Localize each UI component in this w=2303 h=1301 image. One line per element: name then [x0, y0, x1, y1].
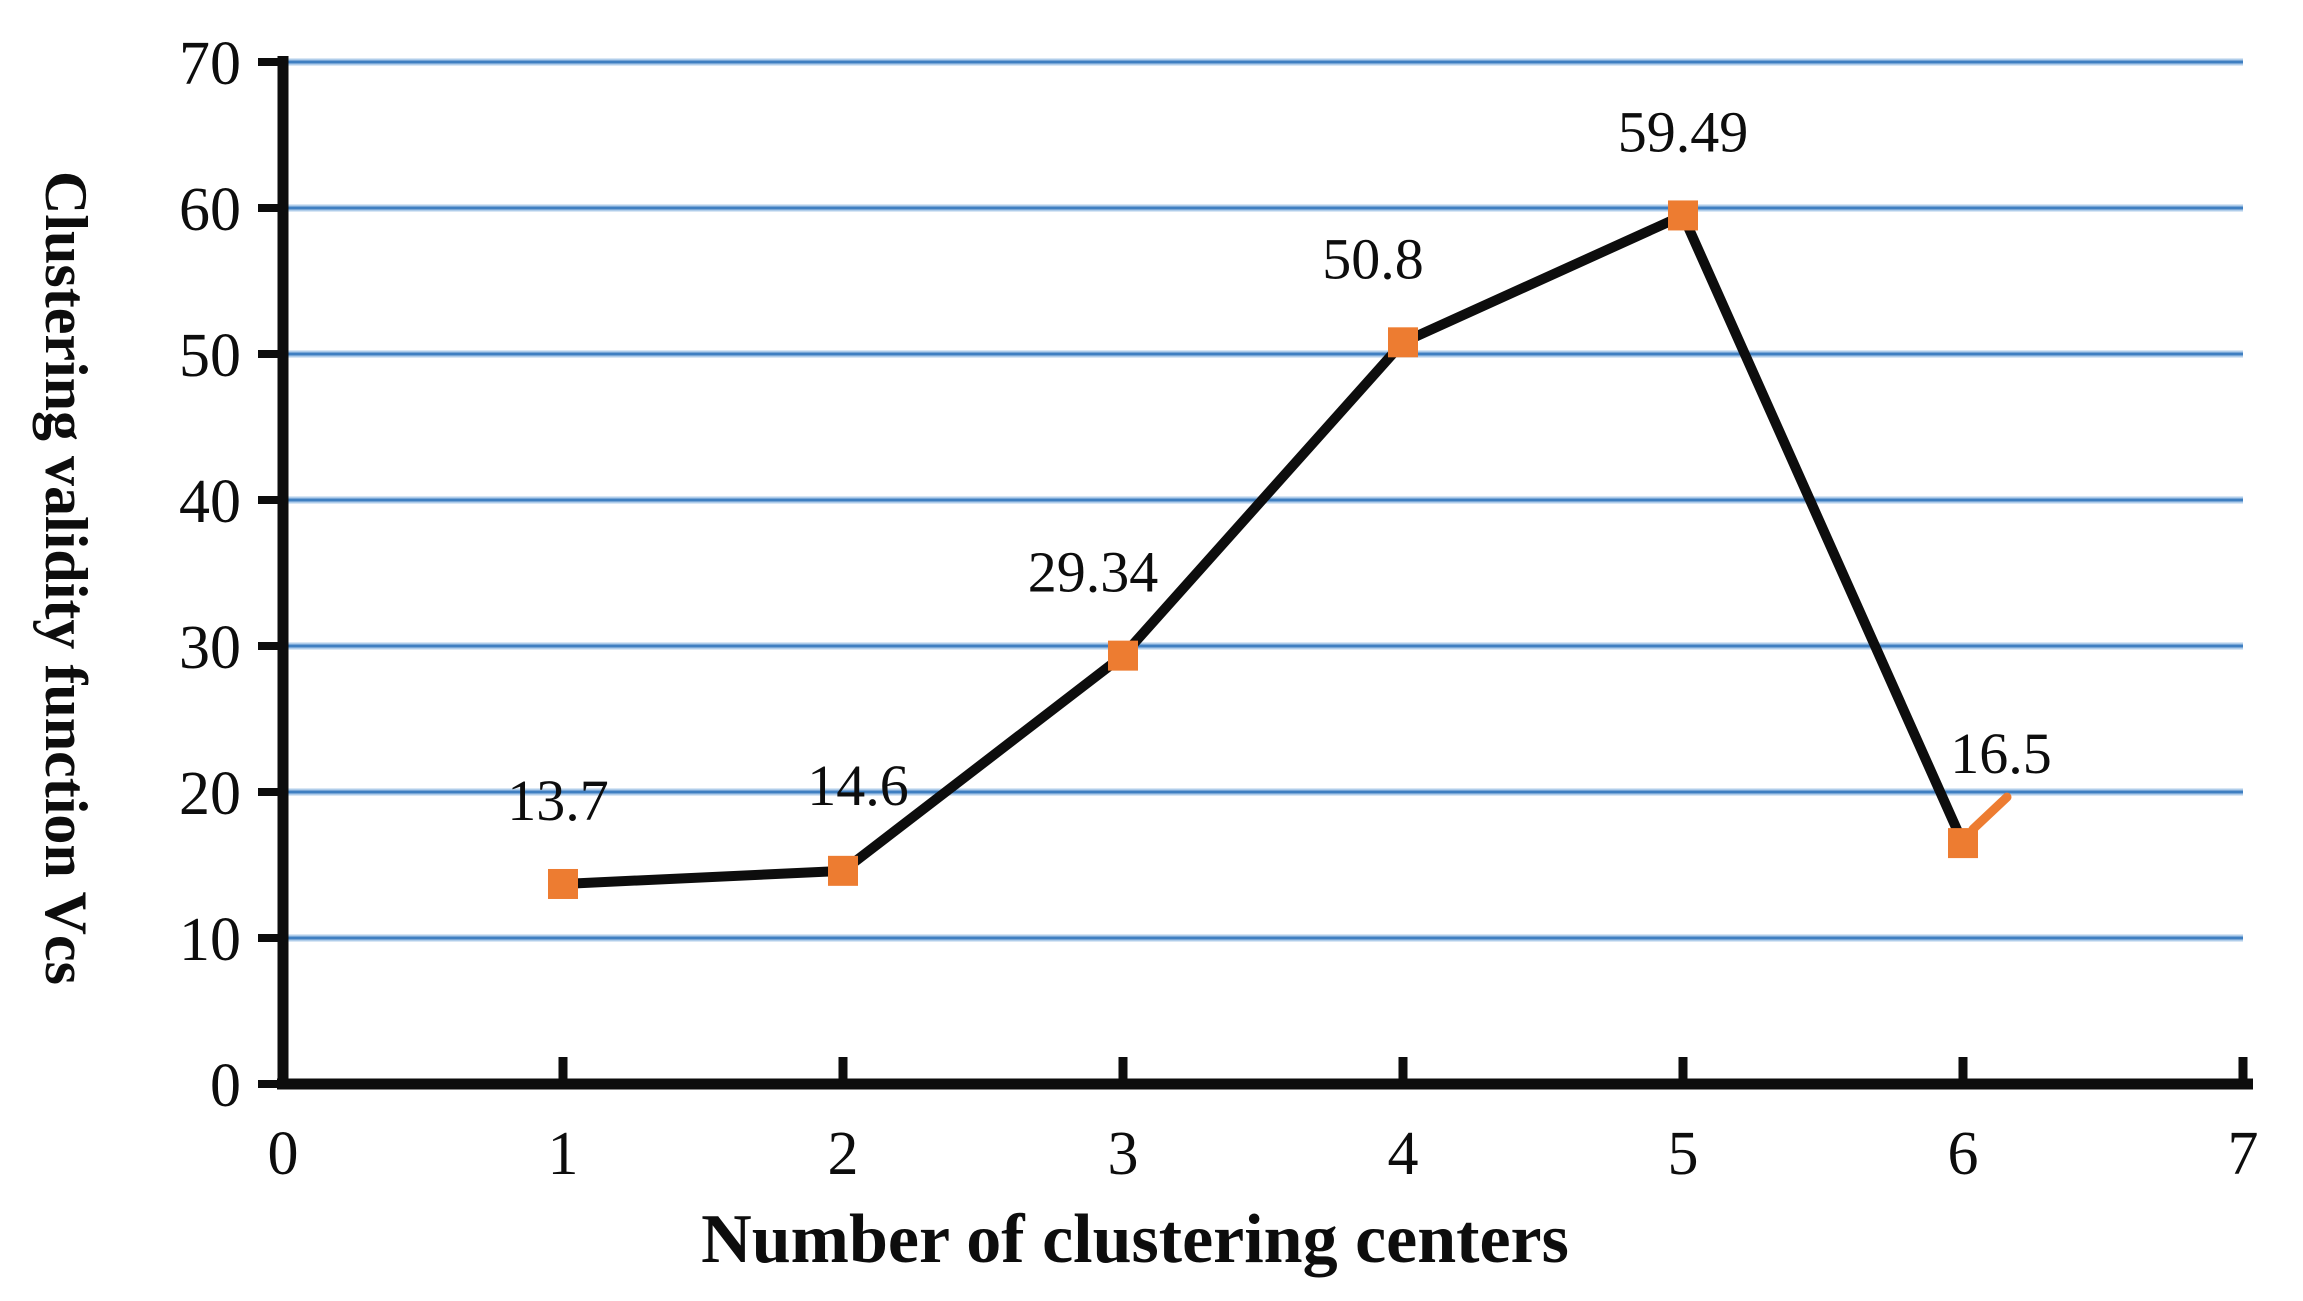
data-point-label: 13.7: [507, 768, 609, 833]
y-tick-label: 60: [179, 176, 241, 244]
axes-layer: [277, 56, 2253, 1090]
y-tick-label: 50: [179, 322, 241, 390]
data-point-label: 59.49: [1618, 99, 1749, 164]
data-point-label: 16.5: [1950, 721, 2052, 786]
x-tick-label: 4: [1388, 1120, 1419, 1188]
marker-accent-tick: [1968, 792, 2012, 834]
data-point-label: 50.8: [1322, 226, 1424, 291]
data-point-marker: [1948, 828, 1978, 859]
series-layer: [548, 200, 2012, 899]
x-tick-label: 1: [548, 1120, 579, 1188]
y-axis-title: Clustering validity function Vcs: [33, 171, 99, 985]
data-point-marker: [1388, 327, 1418, 358]
y-tick-label: 20: [179, 760, 241, 828]
x-tick-label: 3: [1108, 1120, 1139, 1188]
y-tick-label: 70: [179, 30, 241, 98]
x-tick-label: 5: [1668, 1120, 1699, 1188]
y-tick-label: 0: [210, 1052, 241, 1120]
data-point-marker: [548, 868, 578, 899]
data-labels-layer: 13.7 14.6 29.34 50.8 59.49 16.5: [507, 99, 2052, 833]
x-tick-label: 2: [828, 1120, 859, 1188]
x-tick-label: 6: [1948, 1120, 1979, 1188]
data-point-marker: [1668, 200, 1698, 231]
y-tick-label: 10: [179, 906, 241, 974]
data-point-marker: [1108, 640, 1138, 671]
y-tick-label: 30: [179, 614, 241, 682]
x-tick-label: 7: [2228, 1120, 2259, 1188]
gridlines-layer: [283, 58, 2243, 942]
x-tick-label: 0: [268, 1120, 299, 1188]
data-point-label: 14.6: [807, 753, 909, 818]
data-point-marker: [828, 855, 858, 886]
x-axis-title: Number of clustering centers: [701, 1201, 1569, 1278]
data-point-label: 29.34: [1028, 540, 1159, 605]
y-tick-label: 40: [179, 468, 241, 536]
ticks-layer: 0 10 20 30 40 50 60 70 0 1 2 3 4 5 6 7: [179, 30, 2259, 1188]
series-line: [558, 210, 1968, 889]
